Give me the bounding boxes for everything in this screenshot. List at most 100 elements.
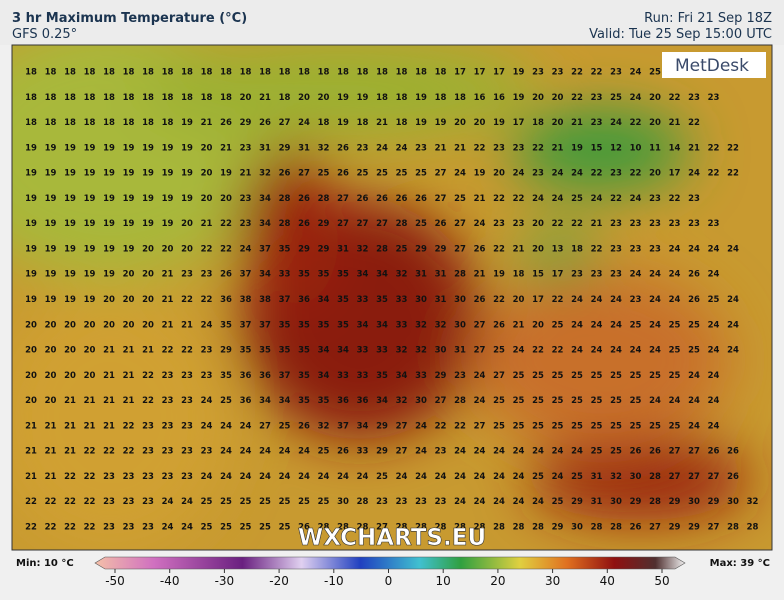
colorbar-label: -40: [160, 574, 180, 588]
grid-value: 25: [649, 421, 661, 431]
grid-value: 37: [240, 320, 252, 330]
grid-value: 18: [532, 118, 544, 128]
grid-value: 22: [630, 169, 642, 179]
grid-value: 27: [649, 523, 661, 533]
watermark: WXCHARTS.EU: [298, 525, 486, 551]
grid-value: 36: [259, 371, 271, 381]
grid-value: 23: [201, 447, 213, 457]
grid-value: 33: [396, 295, 408, 305]
grid-value: 23: [162, 371, 174, 381]
grid-value: 22: [220, 244, 232, 254]
grid-value: 22: [552, 295, 564, 305]
colorbar-label: 30: [545, 574, 560, 588]
grid-value: 21: [103, 421, 115, 431]
grid-value: 19: [45, 295, 57, 305]
grid-value: 21: [45, 421, 57, 431]
grid-value: 23: [142, 421, 154, 431]
grid-value: 25: [552, 371, 564, 381]
grid-value: 25: [513, 421, 525, 431]
grid-value: 18: [220, 68, 232, 78]
grid-value: 19: [123, 169, 135, 179]
grid-value: 22: [84, 523, 96, 533]
grid-value: 23: [123, 523, 135, 533]
logo-box: [662, 52, 766, 78]
grid-value: 20: [532, 320, 544, 330]
grid-value: 21: [162, 320, 174, 330]
grid-value: 23: [688, 219, 700, 229]
grid-value: 19: [123, 143, 135, 153]
grid-value: 18: [318, 68, 330, 78]
grid-value: 23: [240, 219, 252, 229]
grid-value: 30: [571, 523, 583, 533]
grid-value: 25: [649, 68, 661, 78]
grid-value: 19: [493, 118, 505, 128]
grid-value: 22: [435, 421, 447, 431]
grid-value: 26: [415, 194, 427, 204]
grid-value: 23: [162, 421, 174, 431]
header-bar: [0, 0, 784, 45]
grid-value: 24: [649, 320, 661, 330]
grid-value: 24: [513, 497, 525, 507]
grid-value: 18: [64, 68, 76, 78]
grid-value: 23: [591, 118, 603, 128]
grid-value: 22: [181, 346, 193, 356]
grid-value: 24: [513, 472, 525, 482]
grid-value: 23: [610, 68, 622, 78]
grid-value: 16: [493, 93, 505, 103]
grid-value: 23: [181, 371, 193, 381]
grid-value: 18: [162, 93, 174, 103]
grid-value: 23: [181, 447, 193, 457]
grid-value: 25: [240, 523, 252, 533]
grid-value: 34: [357, 270, 369, 280]
grid-value: 24: [552, 169, 564, 179]
grid-value: 37: [279, 371, 291, 381]
grid-value: 20: [513, 295, 525, 305]
grid-value: 20: [123, 295, 135, 305]
grid-value: 20: [298, 93, 310, 103]
grid-value: 33: [279, 270, 291, 280]
grid-value: 29: [435, 244, 447, 254]
grid-value: 24: [201, 396, 213, 406]
grid-value: 20: [45, 320, 57, 330]
grid-value: 28: [357, 523, 369, 533]
grid-value: 17: [513, 118, 525, 128]
grid-value: 20: [45, 371, 57, 381]
grid-value: 24: [201, 472, 213, 482]
grid-value: 25: [649, 371, 661, 381]
grid-value: 31: [415, 270, 427, 280]
grid-value: 27: [337, 219, 349, 229]
grid-value: 22: [532, 143, 544, 153]
grid-value: 34: [337, 346, 349, 356]
grid-value: 26: [435, 219, 447, 229]
grid-value: 35: [376, 371, 388, 381]
grid-value: 32: [415, 346, 427, 356]
grid-value: 26: [376, 194, 388, 204]
grid-value: 29: [630, 497, 642, 507]
grid-value: 27: [396, 447, 408, 457]
grid-value: 35: [318, 320, 330, 330]
grid-value: 23: [415, 497, 427, 507]
grid-value: 30: [610, 497, 622, 507]
grid-value: 23: [103, 523, 115, 533]
grid-value: 20: [240, 93, 252, 103]
grid-value: 28: [376, 244, 388, 254]
grid-value: 26: [630, 447, 642, 457]
grid-value: 30: [630, 472, 642, 482]
grid-value: 29: [318, 244, 330, 254]
grid-value: 24: [571, 447, 583, 457]
grid-value: 35: [298, 371, 310, 381]
grid-value: 28: [357, 497, 369, 507]
grid-value: 25: [415, 219, 427, 229]
grid-value: 25: [610, 371, 622, 381]
grid-value: 24: [708, 371, 720, 381]
grid-value: 19: [493, 270, 505, 280]
grid-value: 24: [591, 194, 603, 204]
grid-value: 19: [64, 143, 76, 153]
grid-value: 25: [376, 472, 388, 482]
grid-value: 23: [162, 447, 174, 457]
grid-value: 24: [649, 396, 661, 406]
grid-value: 18: [123, 118, 135, 128]
grid-value: 22: [103, 447, 115, 457]
grid-value: 26: [298, 421, 310, 431]
grid-value: 17: [669, 169, 681, 179]
